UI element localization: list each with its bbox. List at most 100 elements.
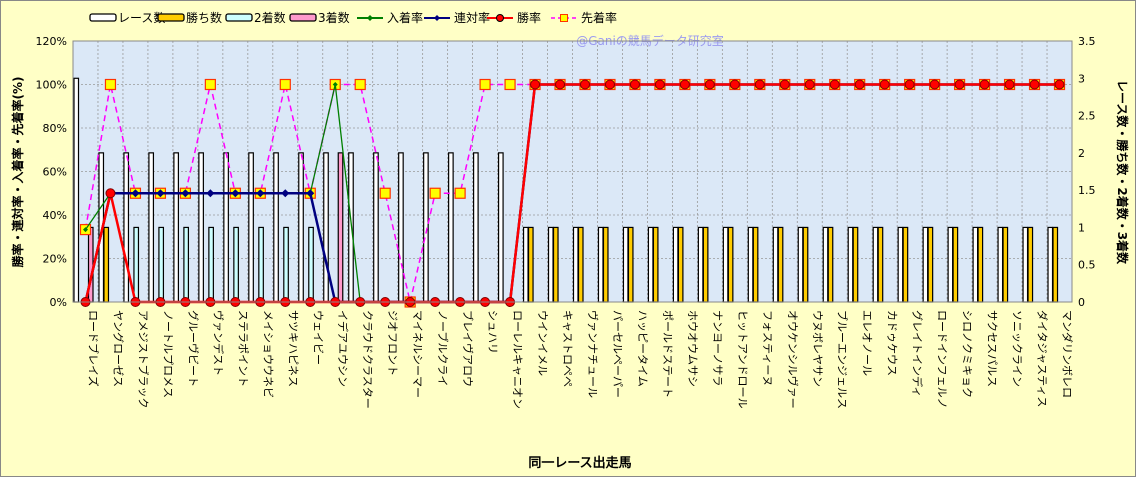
y-left-tick-label: 40%	[43, 209, 67, 222]
bar-wins	[652, 226, 659, 303]
bar-wins	[927, 226, 934, 303]
point-win-rate	[105, 188, 116, 199]
legend-swatch-bar	[225, 13, 253, 22]
x-tick-label: グレイトインディ	[911, 310, 925, 397]
legend-marker-diamond	[434, 15, 440, 21]
bar-wins	[702, 226, 709, 303]
bar-second	[208, 226, 214, 303]
point-win-rate	[729, 79, 740, 90]
x-tick-label: パーセルペーパー	[611, 310, 624, 398]
legend: レース数 勝ち数 2着数 3着数 入着率 連対率 勝率 先着率	[89, 10, 617, 25]
x-tick-label: ヴァンナチュール	[586, 310, 600, 398]
point-win-rate	[929, 79, 940, 90]
bar-wins	[527, 226, 534, 303]
point-senchaku-rate	[104, 78, 117, 91]
legend-label: 勝率	[517, 10, 541, 25]
x-tick-label: グルーヴビート	[186, 310, 200, 387]
point-senchaku-rate	[479, 78, 491, 91]
y-left-tick-label: 20%	[43, 253, 67, 266]
bar-wins	[802, 226, 809, 303]
legend-swatch-bar	[89, 13, 117, 22]
legend-swatch-bar	[157, 13, 185, 22]
point-win-rate	[629, 79, 640, 90]
y-right-tick-label: 1	[1078, 221, 1085, 234]
bar-wins	[552, 226, 559, 303]
bar-wins	[1052, 226, 1059, 303]
x-tick-label: ハッピータイム	[636, 310, 649, 387]
bar-races	[922, 226, 929, 303]
bar-wins	[1002, 226, 1009, 303]
x-tick-label: ウインイメル	[536, 310, 549, 376]
x-tick-label: シロノクミキョク	[961, 310, 974, 398]
bar-second	[133, 226, 140, 303]
x-tick-label: アメジストブラック	[136, 310, 150, 408]
point-win-rate	[530, 79, 541, 90]
point-win-rate	[754, 79, 765, 90]
point-win-rate	[654, 79, 665, 90]
bar-wins	[977, 226, 984, 303]
x-tick-label: ダイタジャスティス	[1036, 310, 1050, 407]
point-win-rate	[679, 79, 690, 90]
x-tick-label: ロードインフェルノ	[936, 310, 949, 409]
point-senchaku-rate	[429, 187, 441, 199]
x-tick-label: ブレイヴアロウ	[461, 310, 475, 387]
x-tick-label: カドゥケウス	[886, 310, 899, 376]
x-tick-label: ロードブレイズ	[86, 310, 100, 387]
bar-wins	[103, 226, 110, 303]
bar-races	[572, 226, 579, 303]
y-right-tick-label: 2.5	[1078, 110, 1096, 123]
y-left-tick-label: 60%	[43, 166, 67, 179]
bar-races	[198, 152, 204, 303]
point-senchaku-rate	[354, 78, 366, 91]
y-axis-right-title: レース数・勝ち数・2着数・3着数	[1115, 80, 1130, 265]
legend-swatch-bar	[289, 13, 317, 22]
grid	[73, 40, 1072, 303]
bar-second	[233, 226, 239, 303]
point-win-rate	[704, 79, 715, 90]
legend-marker-circle	[496, 14, 504, 22]
legend-label: 連対率	[454, 10, 490, 25]
y-right-tick-label: 3.5	[1078, 35, 1096, 48]
x-tick-label: ヤングローゼス	[111, 310, 125, 387]
y-left-tick-label: 0%	[50, 296, 67, 309]
x-tick-label: ジオフロント	[386, 310, 399, 376]
point-senchaku-rate	[454, 187, 466, 199]
point-win-rate	[604, 79, 615, 90]
bar-races	[248, 152, 254, 303]
point-rentai-rate	[256, 189, 265, 198]
bar-races	[273, 152, 279, 303]
x-tick-label: ノーブルクライ	[436, 310, 450, 386]
bar-races	[997, 226, 1004, 303]
bar-races	[323, 152, 329, 303]
legend-label: レース数	[118, 10, 165, 25]
bar-second	[283, 226, 289, 303]
legend-marker-square	[560, 14, 568, 22]
legend-label: 2着数	[254, 10, 286, 25]
bar-wins	[852, 226, 859, 303]
y-right-tick-label: 3	[1078, 72, 1085, 85]
bar-races	[822, 226, 829, 303]
x-tick-label: オウケンシルヴァー	[786, 310, 800, 409]
bar-races	[423, 152, 429, 303]
point-rentai-rate	[281, 189, 290, 198]
point-win-rate	[829, 79, 840, 90]
x-tick-label: ポールドステート	[661, 310, 674, 398]
bar-races	[747, 226, 754, 303]
x-tick-label: ステラポイント	[236, 310, 249, 387]
x-axis-title: 同一レース出走馬	[528, 455, 631, 471]
point-entry-rate	[332, 82, 338, 87]
bar-races	[722, 226, 729, 303]
plot-border	[72, 40, 1073, 303]
bar-wins	[752, 226, 759, 303]
bar-races	[872, 226, 879, 303]
bar-races	[373, 152, 379, 303]
bar-races	[473, 152, 479, 303]
y-left-tick-label: 80%	[43, 122, 67, 135]
point-senchaku-rate	[204, 78, 216, 91]
point-senchaku-rate	[504, 78, 516, 91]
y-axis-left-title: 勝率・連対率・入着率・先着率(%)	[10, 77, 25, 268]
y-left-tick-label: 120%	[36, 35, 67, 48]
bar-races	[398, 152, 404, 303]
bar-races	[647, 226, 654, 303]
x-tick-label: シュハリ	[486, 310, 499, 354]
